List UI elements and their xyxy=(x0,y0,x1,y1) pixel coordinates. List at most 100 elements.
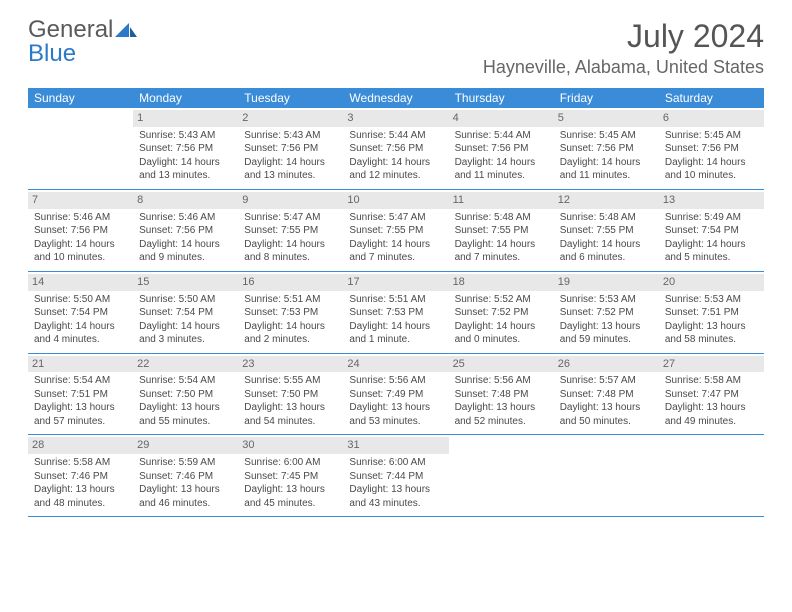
day-number: 12 xyxy=(554,192,659,209)
weekday-header: Sunday xyxy=(28,88,133,108)
daylight-line1: Daylight: 13 hours xyxy=(349,483,442,497)
daylight-line1: Daylight: 14 hours xyxy=(244,238,337,252)
day-cell: 7Sunrise: 5:46 AMSunset: 7:56 PMDaylight… xyxy=(28,189,133,271)
daylight-line1: Daylight: 14 hours xyxy=(349,156,442,170)
daylight-line2: and 10 minutes. xyxy=(665,169,758,183)
day-number: 7 xyxy=(28,192,133,209)
day-number: 20 xyxy=(659,274,764,291)
day-cell: 19Sunrise: 5:53 AMSunset: 7:52 PMDayligh… xyxy=(554,271,659,353)
sunset-text: Sunset: 7:46 PM xyxy=(139,470,232,484)
sunset-text: Sunset: 7:56 PM xyxy=(244,142,337,156)
sunrise-text: Sunrise: 5:44 AM xyxy=(349,129,442,143)
daylight-line1: Daylight: 14 hours xyxy=(349,320,442,334)
daylight-line2: and 10 minutes. xyxy=(34,251,127,265)
day-number: 26 xyxy=(554,356,659,373)
day-cell xyxy=(449,435,554,517)
daylight-line1: Daylight: 14 hours xyxy=(560,156,653,170)
sunrise-text: Sunrise: 5:45 AM xyxy=(665,129,758,143)
day-number: 28 xyxy=(28,437,133,454)
day-number: 9 xyxy=(238,192,343,209)
day-cell: 4Sunrise: 5:44 AMSunset: 7:56 PMDaylight… xyxy=(449,108,554,189)
day-number: 29 xyxy=(133,437,238,454)
day-number: 25 xyxy=(449,356,554,373)
sunrise-text: Sunrise: 5:48 AM xyxy=(560,211,653,225)
sunrise-text: Sunrise: 5:57 AM xyxy=(560,374,653,388)
day-cell xyxy=(659,435,764,517)
daylight-line2: and 4 minutes. xyxy=(34,333,127,347)
day-cell: 26Sunrise: 5:57 AMSunset: 7:48 PMDayligh… xyxy=(554,353,659,435)
weekday-header: Tuesday xyxy=(238,88,343,108)
daylight-line2: and 2 minutes. xyxy=(244,333,337,347)
daylight-line1: Daylight: 14 hours xyxy=(455,238,548,252)
sunset-text: Sunset: 7:50 PM xyxy=(139,388,232,402)
day-number: 21 xyxy=(28,356,133,373)
sunset-text: Sunset: 7:56 PM xyxy=(34,224,127,238)
daylight-line1: Daylight: 14 hours xyxy=(455,320,548,334)
brand-logo: General Blue xyxy=(28,18,137,66)
sunset-text: Sunset: 7:56 PM xyxy=(455,142,548,156)
daylight-line1: Daylight: 14 hours xyxy=(244,320,337,334)
day-cell: 12Sunrise: 5:48 AMSunset: 7:55 PMDayligh… xyxy=(554,189,659,271)
day-cell: 8Sunrise: 5:46 AMSunset: 7:56 PMDaylight… xyxy=(133,189,238,271)
sunset-text: Sunset: 7:54 PM xyxy=(139,306,232,320)
title-block: July 2024 Hayneville, Alabama, United St… xyxy=(483,18,764,78)
sunset-text: Sunset: 7:51 PM xyxy=(665,306,758,320)
sunset-text: Sunset: 7:54 PM xyxy=(34,306,127,320)
sunrise-text: Sunrise: 5:52 AM xyxy=(455,293,548,307)
sunset-text: Sunset: 7:53 PM xyxy=(349,306,442,320)
daylight-line2: and 52 minutes. xyxy=(455,415,548,429)
calendar-header-row: SundayMondayTuesdayWednesdayThursdayFrid… xyxy=(28,88,764,108)
sunset-text: Sunset: 7:54 PM xyxy=(665,224,758,238)
day-cell: 2Sunrise: 5:43 AMSunset: 7:56 PMDaylight… xyxy=(238,108,343,189)
day-cell xyxy=(554,435,659,517)
sunrise-text: Sunrise: 5:49 AM xyxy=(665,211,758,225)
week-row: 1Sunrise: 5:43 AMSunset: 7:56 PMDaylight… xyxy=(28,108,764,189)
sunrise-text: Sunrise: 5:47 AM xyxy=(349,211,442,225)
day-number: 3 xyxy=(343,110,448,127)
day-number: 4 xyxy=(449,110,554,127)
sunset-text: Sunset: 7:51 PM xyxy=(34,388,127,402)
daylight-line2: and 50 minutes. xyxy=(560,415,653,429)
brand-part1: General xyxy=(28,16,113,43)
daylight-line1: Daylight: 14 hours xyxy=(139,320,232,334)
sunrise-text: Sunrise: 5:55 AM xyxy=(244,374,337,388)
sunrise-text: Sunrise: 5:59 AM xyxy=(139,456,232,470)
day-number: 8 xyxy=(133,192,238,209)
daylight-line2: and 9 minutes. xyxy=(139,251,232,265)
daylight-line2: and 7 minutes. xyxy=(349,251,442,265)
day-number: 10 xyxy=(343,192,448,209)
sunset-text: Sunset: 7:55 PM xyxy=(349,224,442,238)
sunset-text: Sunset: 7:47 PM xyxy=(665,388,758,402)
daylight-line2: and 3 minutes. xyxy=(139,333,232,347)
page: General Blue July 2024 Hayneville, Alaba… xyxy=(0,0,792,517)
daylight-line1: Daylight: 13 hours xyxy=(244,401,337,415)
sail-icon xyxy=(115,21,137,42)
day-cell: 28Sunrise: 5:58 AMSunset: 7:46 PMDayligh… xyxy=(28,435,133,517)
daylight-line2: and 49 minutes. xyxy=(665,415,758,429)
sunset-text: Sunset: 7:45 PM xyxy=(244,470,337,484)
day-cell: 6Sunrise: 5:45 AMSunset: 7:56 PMDaylight… xyxy=(659,108,764,189)
day-number: 16 xyxy=(238,274,343,291)
daylight-line2: and 13 minutes. xyxy=(244,169,337,183)
brand-part2: Blue xyxy=(28,40,76,67)
day-number: 17 xyxy=(343,274,448,291)
day-number: 15 xyxy=(133,274,238,291)
day-cell: 24Sunrise: 5:56 AMSunset: 7:49 PMDayligh… xyxy=(343,353,448,435)
day-cell: 18Sunrise: 5:52 AMSunset: 7:52 PMDayligh… xyxy=(449,271,554,353)
daylight-line2: and 11 minutes. xyxy=(455,169,548,183)
daylight-line2: and 48 minutes. xyxy=(34,497,127,511)
sunset-text: Sunset: 7:55 PM xyxy=(560,224,653,238)
daylight-line2: and 59 minutes. xyxy=(560,333,653,347)
sunset-text: Sunset: 7:56 PM xyxy=(139,142,232,156)
day-number: 1 xyxy=(133,110,238,127)
daylight-line1: Daylight: 14 hours xyxy=(349,238,442,252)
weekday-header: Friday xyxy=(554,88,659,108)
sunrise-text: Sunrise: 5:50 AM xyxy=(34,293,127,307)
day-number: 23 xyxy=(238,356,343,373)
weekday-header: Monday xyxy=(133,88,238,108)
day-cell: 25Sunrise: 5:56 AMSunset: 7:48 PMDayligh… xyxy=(449,353,554,435)
daylight-line2: and 58 minutes. xyxy=(665,333,758,347)
sunset-text: Sunset: 7:56 PM xyxy=(139,224,232,238)
sunset-text: Sunset: 7:52 PM xyxy=(560,306,653,320)
logo-text-block: General Blue xyxy=(28,18,137,66)
